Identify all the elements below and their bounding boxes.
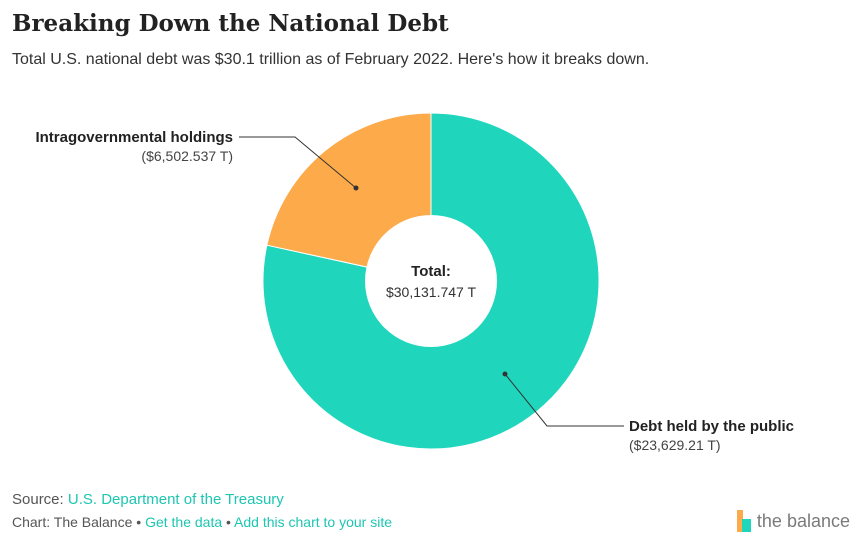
center-total-label: Total: [411, 263, 451, 280]
brand-logo: the balance [736, 510, 850, 532]
balance-logo-icon [736, 510, 751, 532]
slice-label-public: Debt held by the public [629, 418, 794, 435]
donut-hole [365, 215, 497, 347]
center-total-value: $30,131.747 T [386, 284, 476, 300]
get-data-link[interactable]: Get the data [145, 514, 223, 530]
chart-subtitle: Total U.S. national debt was $30.1 trill… [12, 51, 650, 68]
credit-line: Chart: The Balance • Get the data • Add … [12, 514, 392, 530]
brand-name: the balance [756, 510, 850, 531]
chart-title: Breaking Down the National Debt [12, 10, 449, 37]
leader-line-public [504, 373, 624, 427]
source-link[interactable]: U.S. Department of the Treasury [67, 491, 284, 508]
leader-line-intragovernmental [239, 136, 357, 189]
chart-credit: Chart: The Balance [12, 514, 133, 530]
slice-label-intragovernmental: Intragovernmental holdings [35, 129, 233, 146]
add-chart-link[interactable]: Add this chart to your site [234, 514, 393, 530]
source-prefix: Source: [12, 491, 64, 508]
separator: • [136, 514, 142, 530]
slice-value-intragovernmental: ($6,502.537 T) [141, 148, 233, 164]
separator: • [226, 514, 231, 530]
leader-dot-intragovernmental [353, 185, 359, 191]
slice-value-public: ($23,629.21 T) [629, 437, 721, 453]
source-line: Source: U.S. Department of the Treasury [12, 491, 284, 508]
leader-dot-public [502, 371, 508, 377]
